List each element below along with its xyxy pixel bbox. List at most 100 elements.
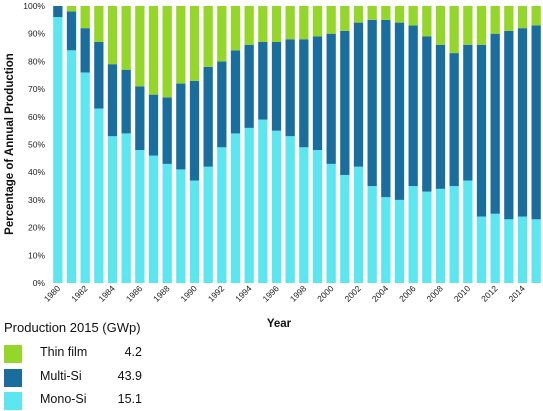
legend-swatch-multi-si (4, 369, 22, 387)
x-tick-label: 1982 (69, 283, 90, 304)
x-tick-label: 2006 (397, 283, 418, 304)
bar-multi-si-2004 (381, 19, 391, 198)
bar-mono-si-2004 (381, 197, 391, 283)
bar-multi-si-1989 (176, 83, 186, 170)
legend-value: 15.1 (117, 392, 142, 406)
x-tick-label: 1984 (96, 283, 117, 304)
bar-mono-si-1985 (121, 133, 131, 283)
bar-mono-si-1991 (203, 166, 213, 283)
bar-multi-si-2011 (476, 44, 487, 217)
bar-multi-si-2010 (463, 44, 473, 181)
bar-thin-film-2008 (435, 6, 446, 45)
bar-multi-si-1986 (135, 86, 145, 151)
bar-thin-film-1994 (244, 6, 254, 45)
bar-mono-si-1986 (135, 150, 145, 283)
x-tick-label: 2004 (370, 283, 391, 304)
bar-mono-si-1993 (230, 133, 241, 283)
y-tick-label: 70% (28, 84, 45, 94)
bar-multi-si-1987 (148, 94, 159, 156)
x-axis: 1980 1982 1984 1986 1988 1990 1992 1994 1996 1998… (42, 283, 527, 304)
bar-multi-si-2006 (408, 25, 418, 187)
bar-mono-si-2005 (394, 199, 405, 283)
bar-mono-si-1999 (312, 150, 323, 283)
x-tick-label: 1988 (151, 283, 172, 304)
bar-thin-film-2013 (504, 6, 514, 31)
bar-mono-si-2008 (435, 188, 446, 283)
x-tick-label: 1998 (288, 283, 309, 304)
bar-multi-si-2007 (422, 36, 432, 192)
bar-mono-si-2009 (449, 186, 459, 283)
legend-value: 4.2 (124, 345, 142, 359)
bar-mono-si-2014 (517, 216, 528, 283)
bar-thin-film-2011 (476, 6, 487, 45)
bar-multi-si-1998 (299, 39, 309, 148)
bar-thin-film-1982 (80, 6, 90, 29)
bar-mono-si-1998 (299, 147, 309, 283)
y-tick-label: 60% (28, 112, 45, 122)
bar-mono-si-1981 (66, 50, 77, 283)
bar-multi-si-1992 (217, 61, 227, 148)
bar-thin-film-1993 (230, 6, 241, 51)
bar-thin-film-1981 (66, 6, 77, 12)
bar-thin-film-2005 (394, 6, 405, 23)
y-tick-label: 90% (28, 29, 45, 39)
bar-thin-film-1988 (162, 6, 172, 98)
bar-mono-si-2010 (463, 180, 473, 283)
bar-multi-si-1981 (66, 11, 77, 51)
bar-multi-si-2005 (394, 22, 405, 200)
bar-mono-si-1980 (53, 17, 63, 284)
bar-thin-film-2010 (463, 6, 473, 45)
bar-multi-si-2000 (326, 33, 336, 164)
bar-thin-film-1996 (271, 6, 282, 43)
legend-title: Production 2015 (GWp) (4, 320, 141, 335)
bar-multi-si-1999 (312, 36, 323, 151)
legend-label: Thin film (40, 345, 88, 359)
bar-thin-film-1987 (148, 6, 159, 95)
x-tick-label: 2010 (452, 283, 473, 304)
bar-mono-si-1989 (176, 169, 186, 283)
bar-thin-film-2015 (531, 6, 541, 26)
legend-swatch-thin-film (4, 345, 22, 363)
legend-item-mono-si: Mono-Si 15.1 (4, 391, 142, 411)
y-tick-label: 50% (28, 140, 45, 150)
bar-multi-si-1988 (162, 97, 172, 164)
bar-thin-film-2001 (340, 6, 350, 31)
x-tick-label: 1986 (124, 283, 145, 304)
bar-mono-si-2011 (476, 216, 487, 283)
bar-multi-si-1980 (53, 6, 63, 18)
bar-multi-si-2013 (504, 30, 514, 220)
y-tick-label: 20% (28, 223, 45, 233)
y-tick-label: 10% (28, 250, 45, 260)
bar-multi-si-1984 (107, 64, 118, 137)
bar-multi-si-2002 (353, 22, 364, 167)
bar-thin-film-2014 (517, 6, 528, 29)
x-axis-title: Year (267, 318, 292, 330)
bar-multi-si-2012 (490, 33, 500, 214)
y-tick-label: 0% (33, 278, 46, 288)
bar-mono-si-2006 (408, 186, 418, 283)
bar-thin-film-1984 (107, 6, 118, 65)
x-tick-label: 1990 (178, 283, 199, 304)
bar-mono-si-2002 (353, 166, 364, 283)
bar-thin-film-2009 (449, 6, 459, 54)
x-tick-label: 2002 (342, 283, 363, 304)
bar-multi-si-2008 (435, 44, 446, 189)
bar-mono-si-1984 (107, 136, 118, 283)
bar-multi-si-1994 (244, 44, 254, 128)
bar-mono-si-2015 (531, 219, 541, 283)
legend-item-multi-si: Multi-Si 43.9 (4, 368, 142, 388)
bar-multi-si-1997 (285, 39, 295, 137)
x-tick-label: 2000 (315, 283, 336, 304)
bar-thin-film-1997 (285, 6, 295, 40)
legend-value: 43.9 (117, 369, 142, 383)
bar-multi-si-1991 (203, 66, 213, 167)
x-tick-label: 2008 (424, 283, 445, 304)
bar-mono-si-1994 (244, 127, 254, 283)
bar-mono-si-1987 (148, 155, 159, 283)
y-tick-label: 30% (28, 195, 45, 205)
bar-thin-film-2004 (381, 6, 391, 20)
bar-mono-si-1983 (94, 108, 104, 284)
y-axis-title: Percentage of Annual Production (4, 53, 16, 235)
legend-label: Mono-Si (40, 392, 87, 406)
